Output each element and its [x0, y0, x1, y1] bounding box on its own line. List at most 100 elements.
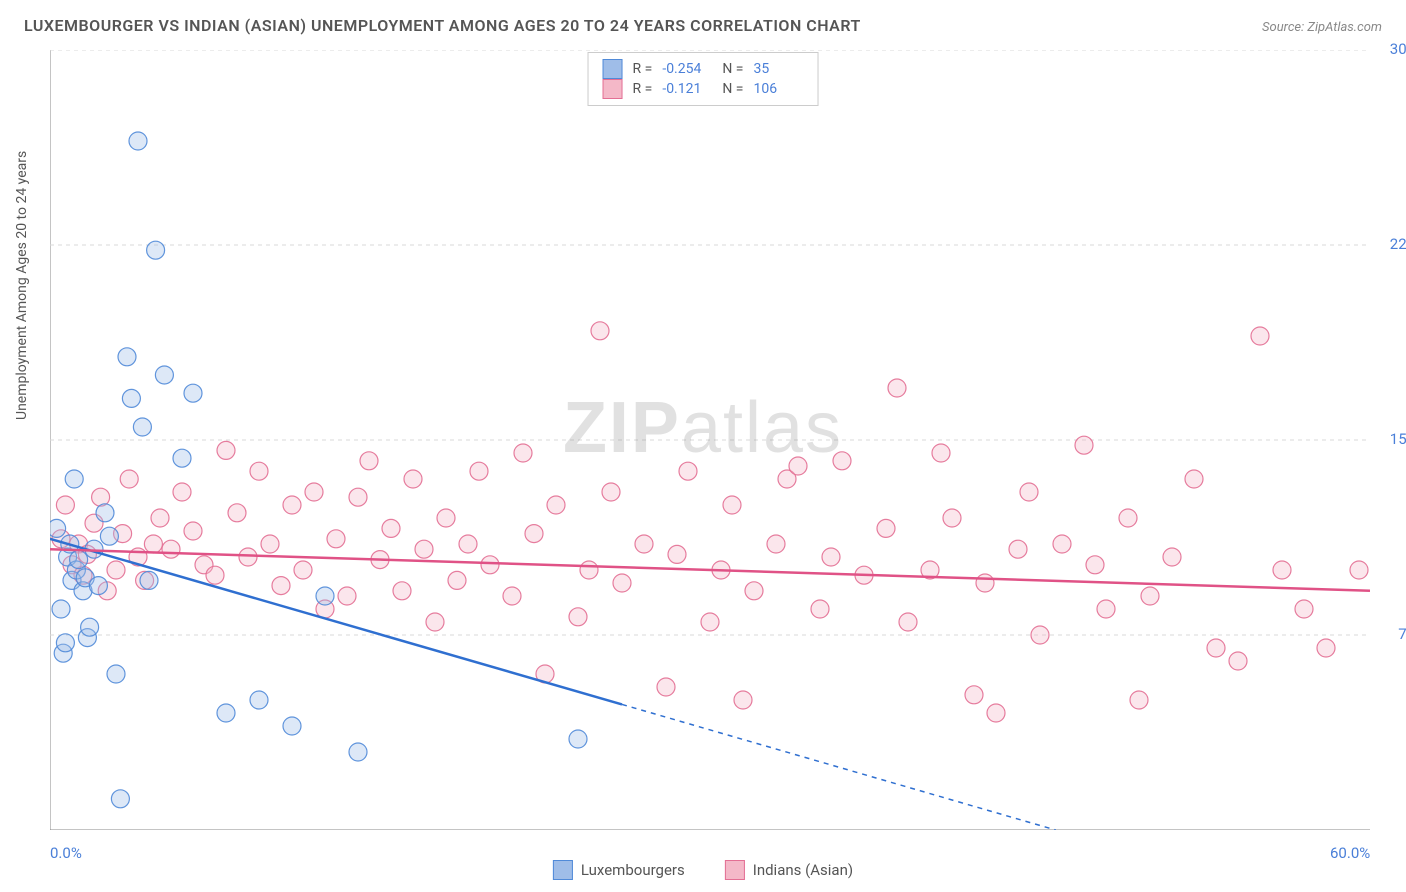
- scatter-point: [349, 488, 367, 506]
- legend-label-luxembourgers: Luxembourgers: [581, 861, 685, 879]
- scatter-point: [184, 384, 202, 402]
- legend-stats-row-1: R = -0.121 N = 106: [603, 79, 804, 99]
- scatter-point: [217, 441, 235, 459]
- scatter-point: [70, 551, 88, 569]
- scatter-point: [503, 587, 521, 605]
- scatter-point: [1141, 587, 1159, 605]
- scatter-point: [767, 535, 785, 553]
- scatter-point: [393, 582, 411, 600]
- scatter-point: [976, 574, 994, 592]
- scatter-point: [525, 525, 543, 543]
- scatter-point: [404, 470, 422, 488]
- scatter-point: [184, 522, 202, 540]
- scatter-point: [316, 587, 334, 605]
- scatter-point: [877, 519, 895, 537]
- scatter-point: [89, 577, 107, 595]
- scatter-point: [635, 535, 653, 553]
- scatter-point: [261, 535, 279, 553]
- chart-title: LUXEMBOURGER VS INDIAN (ASIAN) UNEMPLOYM…: [24, 16, 861, 35]
- scatter-point: [987, 704, 1005, 722]
- scatter-point: [437, 509, 455, 527]
- scatter-point: [679, 462, 697, 480]
- scatter-point: [52, 600, 70, 618]
- scatter-point: [426, 613, 444, 631]
- y-tick-label: 22.5%: [1378, 235, 1406, 253]
- scatter-point: [111, 790, 129, 808]
- scatter-point: [965, 686, 983, 704]
- y-axis-label: Unemployment Among Ages 20 to 24 years: [14, 151, 30, 420]
- scatter-point: [1075, 436, 1093, 454]
- scatter-point: [81, 618, 99, 636]
- chart-source: Source: ZipAtlas.com: [1262, 20, 1382, 35]
- scatter-point: [107, 561, 125, 579]
- scatter-point: [1086, 556, 1104, 574]
- scatter-point: [745, 582, 763, 600]
- scatter-point: [100, 527, 118, 545]
- legend-series: Luxembourgers Indians (Asian): [553, 860, 853, 880]
- legend-item-indians: Indians (Asian): [725, 860, 853, 880]
- scatter-point: [1130, 691, 1148, 709]
- legend-swatch-pink: [603, 79, 623, 99]
- scatter-point: [668, 545, 686, 563]
- scatter-point: [943, 509, 961, 527]
- x-tick-label: 60.0%: [1330, 844, 1370, 862]
- scatter-point: [580, 561, 598, 579]
- scatter-point: [789, 457, 807, 475]
- scatter-point: [155, 366, 173, 384]
- scatter-point: [1097, 600, 1115, 618]
- scatter-point: [147, 241, 165, 259]
- scatter-point: [932, 444, 950, 462]
- scatter-point: [1053, 535, 1071, 553]
- scatter-point: [173, 483, 191, 501]
- scatter-point: [481, 556, 499, 574]
- y-tick-label: 30.0%: [1378, 40, 1406, 58]
- legend-item-luxembourgers: Luxembourgers: [553, 860, 685, 880]
- scatter-point: [327, 530, 345, 548]
- legend-stats-row-0: R = -0.254 N = 35: [603, 59, 804, 79]
- scatter-point: [569, 608, 587, 626]
- scatter-point: [283, 496, 301, 514]
- scatter-point: [723, 496, 741, 514]
- scatter-point: [822, 548, 840, 566]
- scatter-point: [151, 509, 169, 527]
- scatter-point: [65, 470, 83, 488]
- scatter-point: [888, 379, 906, 397]
- correlation-chart: LUXEMBOURGER VS INDIAN (ASIAN) UNEMPLOYM…: [0, 0, 1406, 892]
- scatter-point: [1295, 600, 1313, 618]
- scatter-point: [1251, 327, 1269, 345]
- scatter-point: [1273, 561, 1291, 579]
- scatter-point: [56, 634, 74, 652]
- scatter-point: [294, 561, 312, 579]
- legend-label-indians: Indians (Asian): [753, 861, 853, 879]
- scatter-point: [602, 483, 620, 501]
- scatter-point: [349, 743, 367, 761]
- scatter-point: [459, 535, 477, 553]
- y-tick-label: 15.0%: [1378, 430, 1406, 448]
- legend-swatch-blue: [603, 59, 623, 79]
- scatter-point: [1207, 639, 1225, 657]
- scatter-point: [96, 504, 114, 522]
- scatter-point: [122, 389, 140, 407]
- scatter-point: [448, 571, 466, 589]
- legend-swatch-pink: [725, 860, 745, 880]
- scatter-point: [734, 691, 752, 709]
- scatter-point: [250, 462, 268, 480]
- scatter-point: [56, 496, 74, 514]
- scatter-point: [162, 540, 180, 558]
- scatter-point: [833, 452, 851, 470]
- scatter-point: [118, 348, 136, 366]
- scatter-point: [360, 452, 378, 470]
- scatter-point: [811, 600, 829, 618]
- scatter-point: [1119, 509, 1137, 527]
- scatter-point: [1163, 548, 1181, 566]
- x-tick-label: 0.0%: [50, 844, 82, 862]
- scatter-point: [272, 577, 290, 595]
- scatter-point: [173, 449, 191, 467]
- scatter-point: [613, 574, 631, 592]
- scatter-point: [206, 566, 224, 584]
- scatter-point: [1229, 652, 1247, 670]
- scatter-point: [144, 535, 162, 553]
- scatter-point: [228, 504, 246, 522]
- scatter-point: [129, 132, 147, 150]
- scatter-point: [701, 613, 719, 631]
